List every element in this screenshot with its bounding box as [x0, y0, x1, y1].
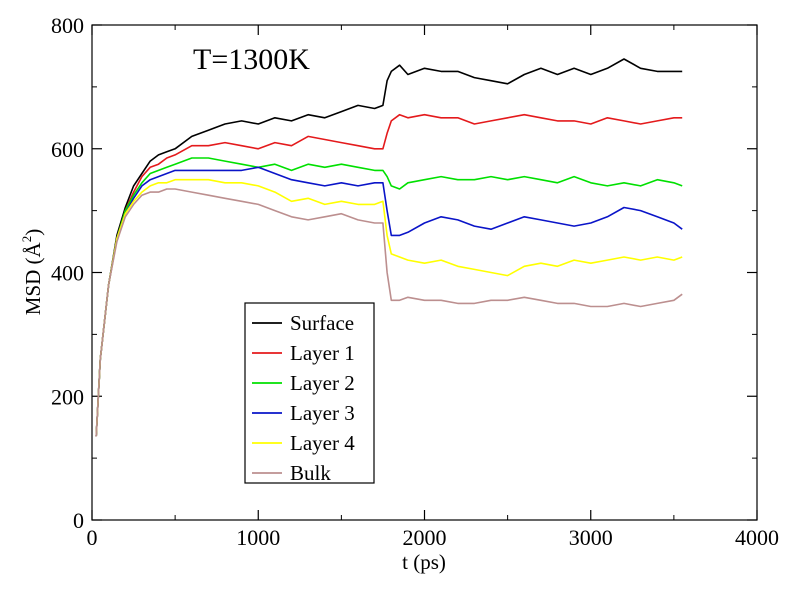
- x-axis-title: t (ps): [402, 550, 446, 574]
- x-tick-label: 1000: [236, 525, 280, 550]
- y-tick-label: 0: [73, 508, 84, 533]
- series-line-bulk: [95, 188, 683, 437]
- series-lines: [95, 58, 683, 437]
- legend-label-layer-1: Layer 1: [290, 341, 355, 365]
- legend: Surface Layer 1 Layer 2 Layer 3 Layer 4 Bulk: [244, 302, 375, 485]
- x-tick-label: 3000: [569, 525, 613, 550]
- legend-label-surface: Surface: [290, 311, 354, 335]
- x-tick-label: 0: [87, 525, 98, 550]
- legend-label-bulk: Bulk: [290, 461, 331, 485]
- series-line-surface: [95, 58, 683, 437]
- y-axis-title: MSD (Å2): [19, 229, 45, 315]
- legend-box: [244, 302, 375, 484]
- legend-items: Surface Layer 1 Layer 2 Layer 3 Layer 4 Bulk: [252, 311, 355, 485]
- y-axis-title-unit: Å: [21, 241, 45, 257]
- series-line-layer-2: [95, 157, 683, 437]
- y-axis-title-prefix: MSD (: [21, 257, 45, 315]
- temperature-annotation: T=1300K: [193, 43, 310, 76]
- axis-ticks: 0 1000 2000 3000 4000 0 200 400 600 800: [51, 13, 779, 550]
- legend-label-layer-4: Layer 4: [290, 431, 355, 455]
- legend-label-layer-3: Layer 3: [290, 401, 355, 425]
- series-line-layer-4: [95, 178, 683, 437]
- y-tick-label: 800: [51, 13, 84, 38]
- y-axis-title-suffix: ): [21, 229, 45, 236]
- legend-label-layer-2: Layer 2: [290, 371, 355, 395]
- y-tick-label: 600: [51, 137, 84, 162]
- y-tick-label: 400: [51, 261, 84, 286]
- x-tick-label: 2000: [403, 525, 447, 550]
- x-tick-label: 4000: [735, 525, 779, 550]
- y-tick-label: 200: [51, 384, 84, 409]
- series-line-layer-1: [95, 113, 683, 437]
- y-axis-title-sup: 2: [19, 236, 34, 243]
- series-line-layer-3: [95, 166, 683, 437]
- plot-area: [91, 24, 758, 521]
